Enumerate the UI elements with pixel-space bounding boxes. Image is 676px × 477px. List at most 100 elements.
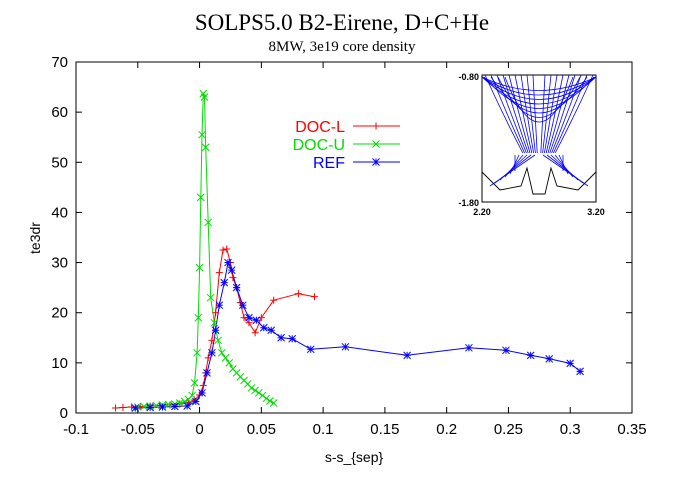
data-point-ref <box>259 323 268 332</box>
data-point-ref <box>211 326 220 335</box>
data-point-doc-l <box>310 293 318 301</box>
y-tick-label: 50 <box>51 154 68 171</box>
data-point-doc-u <box>221 353 230 362</box>
y-axis-label: te3dr <box>27 222 43 254</box>
data-point-doc-l <box>119 403 127 411</box>
inset-mesh <box>481 74 597 195</box>
mesh-divertor-leg <box>558 154 569 175</box>
legend-marker-ref <box>372 158 380 166</box>
inset-mesh-plot: -0.80 -1.80 2.20 3.20 <box>458 72 604 217</box>
data-point-doc-u <box>175 399 184 407</box>
data-point-ref <box>277 333 285 342</box>
mesh-radial-line <box>532 74 538 154</box>
data-point-doc-l <box>229 274 237 282</box>
data-point-doc-u <box>206 293 215 302</box>
data-point-doc-u <box>140 402 148 411</box>
y-tick-label: 10 <box>51 355 68 372</box>
mesh-radial-line <box>490 74 525 154</box>
legend-marker-doc-u <box>372 140 380 148</box>
data-point-doc-l <box>166 401 174 409</box>
inset-y-bottom-label: -1.80 <box>458 198 479 208</box>
x-tick-label: -0.1 <box>63 421 89 438</box>
data-point-doc-u <box>194 313 203 322</box>
x-tick-label: 0.15 <box>370 421 399 438</box>
x-tick-label: 0.1 <box>313 421 334 438</box>
axis-ticks: -0.1 -0.05 0 0.05 0.1 0.15 0.2 0.25 0.3 0.35 0 10 20… <box>51 54 646 438</box>
data-point-doc-l <box>219 246 227 254</box>
data-point-ref <box>566 359 575 368</box>
data-point-doc-u <box>266 397 274 405</box>
data-point-doc-l <box>208 336 216 344</box>
data-point-ref <box>252 316 261 325</box>
data-point-ref <box>198 389 206 397</box>
data-point-doc-l <box>294 290 302 298</box>
data-point-doc-u <box>225 359 234 367</box>
inset-x-min-label: 2.20 <box>473 207 491 217</box>
data-point-doc-u <box>251 386 260 395</box>
data-point-ref <box>267 326 276 335</box>
y-tick-label: 0 <box>60 405 68 422</box>
data-point-ref <box>146 403 154 412</box>
data-point-ref <box>131 404 140 412</box>
y-tick-label: 70 <box>51 54 68 71</box>
data-point-ref <box>232 283 241 292</box>
mesh-flux-arc <box>490 76 588 114</box>
mesh-flux-arc <box>481 76 597 91</box>
chart-subtitle: 8MW, 3e19 core density <box>269 39 416 55</box>
mesh-radial-line <box>496 74 527 154</box>
data-point-doc-l <box>215 269 223 277</box>
mesh-radial-line <box>551 74 582 154</box>
mesh-radial-line <box>514 74 533 154</box>
data-point-doc-u <box>217 348 226 357</box>
data-point-ref <box>183 402 192 410</box>
data-point-ref <box>526 351 535 360</box>
mesh-radial-line <box>508 74 531 154</box>
data-point-doc-l <box>223 245 231 253</box>
inset-frame <box>481 74 597 203</box>
mesh-radial-line <box>549 74 576 154</box>
legend-label-doc-u: DOC-U <box>293 137 345 154</box>
data-point-doc-u <box>269 399 278 407</box>
data-point-doc-u <box>195 263 204 272</box>
data-point-doc-l <box>112 404 120 412</box>
data-point-ref <box>215 301 224 310</box>
x-tick-label: 0.35 <box>617 421 646 438</box>
legend-label-doc-l: DOC-L <box>295 119 345 136</box>
data-point-doc-u <box>152 401 161 410</box>
data-point-doc-u <box>188 391 196 400</box>
mesh-radial-line <box>553 74 588 154</box>
data-point-ref <box>191 397 200 406</box>
mesh-flux-arc <box>481 76 597 105</box>
data-point-ref <box>158 403 167 411</box>
data-point-ref <box>576 367 584 376</box>
y-tick-label: 30 <box>51 255 68 272</box>
mesh-flux-arc <box>497 76 581 118</box>
data-point-doc-u <box>204 218 213 227</box>
series-markers <box>112 89 584 412</box>
data-point-doc-u <box>196 193 205 202</box>
mesh-radial-line <box>542 74 552 154</box>
data-point-doc-l <box>204 354 212 362</box>
plot-frame <box>75 61 633 414</box>
data-point-doc-u <box>200 93 209 101</box>
data-point-doc-u <box>164 400 173 409</box>
data-point-doc-l <box>251 329 259 337</box>
y-tick-label: 40 <box>51 204 68 221</box>
inset-vessel-wall <box>481 166 597 195</box>
data-point-ref <box>220 278 229 287</box>
data-point-doc-l <box>212 309 220 317</box>
x-tick-label: 0.05 <box>247 421 276 438</box>
mesh-radial-line <box>540 74 546 154</box>
data-point-ref <box>224 258 232 267</box>
data-point-ref <box>465 343 473 352</box>
data-point-doc-u <box>210 318 219 327</box>
mesh-radial-line <box>545 74 564 154</box>
x-tick-label: 0 <box>195 421 203 438</box>
mesh-radial-line <box>526 74 536 154</box>
mesh-flux-arc <box>483 76 595 109</box>
legend-marker-doc-l <box>372 122 380 130</box>
data-point-ref <box>341 342 350 351</box>
mesh-flux-arc <box>481 76 597 100</box>
mesh-divertor-leg <box>546 154 584 184</box>
